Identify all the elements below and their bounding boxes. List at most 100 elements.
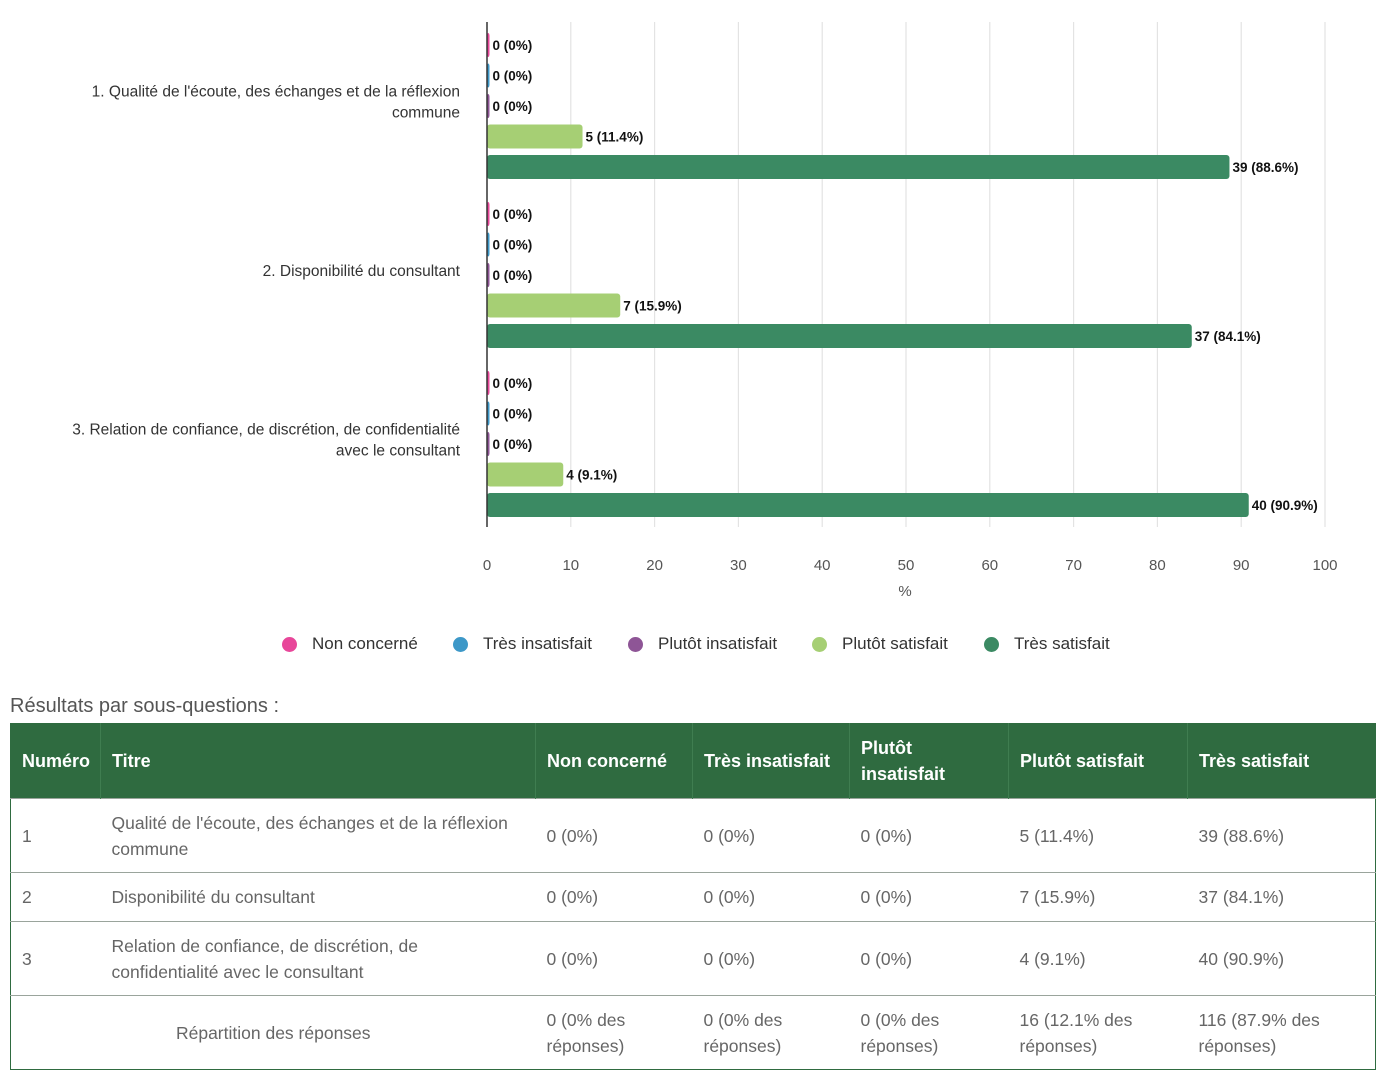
cell-numero: 3: [10, 921, 101, 996]
bar-data-label: 0 (0%): [493, 38, 533, 53]
legend-dot-icon: [628, 636, 643, 652]
bar-data-label: 0 (0%): [493, 437, 533, 452]
total-non-concerne: 0 (0% des réponses): [535, 995, 693, 1070]
cell-numero: 2: [10, 872, 101, 922]
cell-titre: Qualité de l'écoute, des échanges et de …: [100, 798, 536, 873]
cell-non-concerne: 0 (0%): [535, 921, 693, 996]
cell-titre: Relation de confiance, de discrétion, de…: [100, 921, 536, 996]
cell-numero: 1: [10, 798, 101, 873]
bar-data-label: 0 (0%): [493, 238, 533, 253]
cell-non-concerne: 0 (0%): [535, 798, 693, 873]
bar-plutot-satisfait[interactable]: [487, 293, 621, 318]
table-row: 3 Relation de confiance, de discrétion, …: [10, 921, 1376, 996]
cell-tres-insatisfait: 0 (0%): [692, 921, 850, 996]
header-numero: Numéro: [10, 723, 101, 799]
total-plutot-satisfait: 16 (12.1% des réponses): [1008, 995, 1188, 1070]
legend-item-non-concerne[interactable]: Non concerné: [282, 630, 418, 658]
x-tick-label: 50: [898, 557, 915, 574]
header-tres-insatisfait: Très insatisfait: [692, 723, 850, 799]
legend-label: Très insatisfait: [483, 634, 592, 653]
legend-dot-icon: [282, 636, 297, 652]
gridlines: [570, 22, 1326, 527]
total-plutot-insatisfait: 0 (0% des réponses): [849, 995, 1009, 1070]
table-header-row: Numéro Titre Non concerné Très insatisfa…: [10, 723, 1376, 799]
legend-item-tres-satisfait[interactable]: Très satisfait: [984, 630, 1110, 658]
x-axis-label: %: [898, 583, 911, 600]
legend-item-plutot-insatisfait[interactable]: Plutôt insatisfait: [628, 630, 777, 658]
bar-data-label: 0 (0%): [493, 376, 533, 391]
chart-legend: Non concerné Très insatisfait Plutôt ins…: [0, 630, 1385, 658]
table-row: 1 Qualité de l'écoute, des échanges et d…: [10, 798, 1376, 873]
header-tres-satisfait: Très satisfait: [1187, 723, 1376, 799]
bar-data-label: 0 (0%): [493, 99, 533, 114]
header-plutot-insatisfait: Plutôt insatisfait: [849, 723, 1009, 799]
bar-data-label: 39 (88.6%): [1232, 160, 1298, 175]
bar-data-label: 0 (0%): [493, 407, 533, 422]
header-plutot-satisfait: Plutôt satisfait: [1008, 723, 1188, 799]
totals-label: Répartition des réponses: [10, 995, 536, 1070]
x-tick-label: 90: [1233, 557, 1250, 574]
total-tres-insatisfait: 0 (0% des réponses): [692, 995, 850, 1070]
bar-plutot-satisfait[interactable]: [487, 124, 583, 149]
results-table: Numéro Titre Non concerné Très insatisfa…: [10, 723, 1376, 1070]
cell-plutot-satisfait: 7 (15.9%): [1008, 872, 1188, 922]
bar-plutot-satisfait[interactable]: [487, 462, 564, 487]
legend-label: Très satisfait: [1014, 634, 1110, 653]
bar-data-label: 40 (90.9%): [1252, 498, 1318, 513]
cell-tres-satisfait: 39 (88.6%): [1187, 798, 1376, 873]
legend-dot-icon: [812, 636, 827, 652]
x-tick-label: 0: [483, 557, 491, 574]
bar-chart: 0 (0%) 0 (0%) 0 (0%) 5 (11.4%) 39 (88.6%) 0 (…: [72, 22, 1338, 600]
bar-tres-satisfait[interactable]: [487, 493, 1249, 517]
legend-dot-icon: [984, 636, 999, 652]
category-label: 1. Qualité de l'écoute, des échanges et …: [92, 84, 460, 101]
cell-plutot-insatisfait: 0 (0%): [849, 872, 1009, 922]
total-tres-satisfait: 116 (87.9% des réponses): [1187, 995, 1376, 1070]
x-tick-label: 80: [1149, 557, 1166, 574]
x-tick-label: 30: [730, 557, 747, 574]
cell-tres-insatisfait: 0 (0%): [692, 798, 850, 873]
category-label: 2. Disponibilité du consultant: [263, 263, 461, 280]
header-titre: Titre: [100, 723, 536, 799]
category-labels: 1. Qualité de l'écoute, des échanges et …: [72, 84, 460, 460]
x-tick-label: 20: [646, 557, 663, 574]
data-labels: 0 (0%) 0 (0%) 0 (0%) 5 (11.4%) 39 (88.6%) 0 (…: [493, 38, 1318, 513]
bar-tres-satisfait[interactable]: [487, 155, 1230, 179]
bar-data-label: 0 (0%): [493, 207, 533, 222]
legend-label: Plutôt insatisfait: [658, 634, 778, 653]
cell-plutot-insatisfait: 0 (0%): [849, 921, 1009, 996]
results-section-title: Résultats par sous-questions :: [10, 695, 280, 717]
cell-plutot-satisfait: 4 (9.1%): [1008, 921, 1188, 996]
bars: [487, 33, 1249, 517]
bar-data-label: 4 (9.1%): [566, 468, 617, 483]
category-label: avec le consultant: [336, 443, 461, 460]
bar-data-label: 0 (0%): [493, 69, 533, 84]
legend-dot-icon: [453, 636, 468, 652]
cell-plutot-insatisfait: 0 (0%): [849, 798, 1009, 873]
legend-item-plutot-satisfait[interactable]: Plutôt satisfait: [812, 630, 948, 658]
legend-item-tres-insatisfait[interactable]: Très insatisfait: [453, 630, 592, 658]
x-tick-label: 60: [981, 557, 998, 574]
x-tick-label: 40: [814, 557, 831, 574]
category-label: 3. Relation de confiance, de discrétion,…: [72, 422, 460, 439]
cell-tres-satisfait: 40 (90.9%): [1187, 921, 1376, 996]
bar-data-label: 37 (84.1%): [1195, 329, 1261, 344]
legend-label: Plutôt satisfait: [842, 634, 948, 653]
table-row: 2 Disponibilité du consultant 0 (0%) 0 (…: [10, 872, 1376, 922]
totals-row: Répartition des réponses 0 (0% des répon…: [10, 995, 1376, 1070]
cell-tres-satisfait: 37 (84.1%): [1187, 872, 1376, 922]
category-label: commune: [392, 105, 460, 122]
bar-data-label: 5 (11.4%): [586, 130, 644, 145]
cell-tres-insatisfait: 0 (0%): [692, 872, 850, 922]
cell-titre: Disponibilité du consultant: [100, 872, 536, 922]
x-axis-ticks: 0 10 20 30 40 50 60 70 80 90 100: [483, 557, 1338, 574]
bar-tres-satisfait[interactable]: [487, 324, 1192, 348]
x-tick-label: 100: [1312, 557, 1337, 574]
x-tick-label: 70: [1065, 557, 1082, 574]
bar-data-label: 7 (15.9%): [623, 299, 682, 314]
cell-non-concerne: 0 (0%): [535, 872, 693, 922]
header-non-concerne: Non concerné: [535, 723, 693, 799]
x-tick-label: 10: [562, 557, 579, 574]
bar-data-label: 0 (0%): [493, 268, 533, 283]
legend-label: Non concerné: [312, 634, 418, 653]
